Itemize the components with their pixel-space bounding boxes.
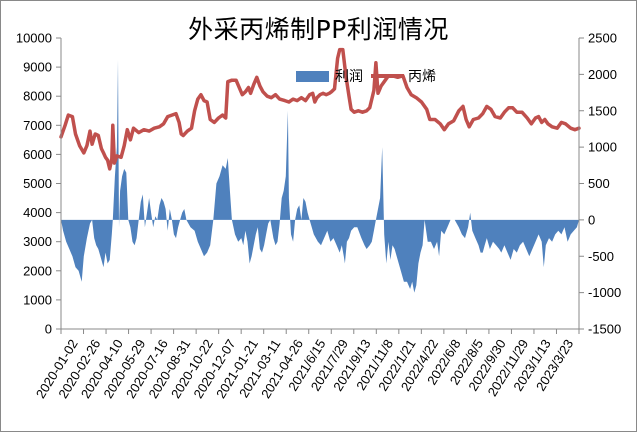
left-axis-tick-label: 10000 (16, 31, 52, 46)
right-axis-tick-label: 2000 (588, 67, 617, 82)
right-axis-tick-label: 0 (588, 212, 595, 227)
chart-title: 外采丙烯制PP利润情况 (188, 15, 449, 44)
right-axis-tick-label: -500 (588, 249, 614, 264)
legend: 利润 丙烯 (296, 66, 436, 86)
right-axis-tick-label: 1000 (588, 140, 617, 155)
right-axis-tick-label: 2500 (588, 31, 617, 46)
left-axis-tick-label: 3000 (23, 234, 52, 249)
legend-label-profit: 利润 (335, 69, 363, 85)
propylene-line-series (59, 47, 581, 171)
left-axis-tick-label: 0 (45, 322, 52, 337)
right-axis-tick-label: 1500 (588, 103, 617, 118)
left-axis-tick-label: 1000 (23, 292, 52, 307)
legend-swatch-profit (296, 70, 329, 82)
right-axis-tick-label: -1500 (588, 322, 621, 337)
left-axis-tick-label: 6000 (23, 147, 52, 162)
left-axis-tick-label: 9000 (23, 60, 52, 75)
left-axis-tick-label: 7000 (23, 118, 52, 133)
left-axis-tick-label: 4000 (23, 205, 52, 220)
legend-swatch-propylene (371, 74, 404, 78)
legend-label-propylene: 丙烯 (408, 69, 436, 85)
right-axis-tick-label: -1000 (588, 285, 621, 300)
left-axis-tick-label: 8000 (23, 89, 52, 104)
axes: 0100020003000400050006000700080009000100… (16, 31, 621, 401)
left-axis-tick-label: 2000 (23, 263, 52, 278)
right-axis-tick-label: 500 (588, 176, 610, 191)
left-axis-tick-label: 5000 (23, 176, 52, 191)
